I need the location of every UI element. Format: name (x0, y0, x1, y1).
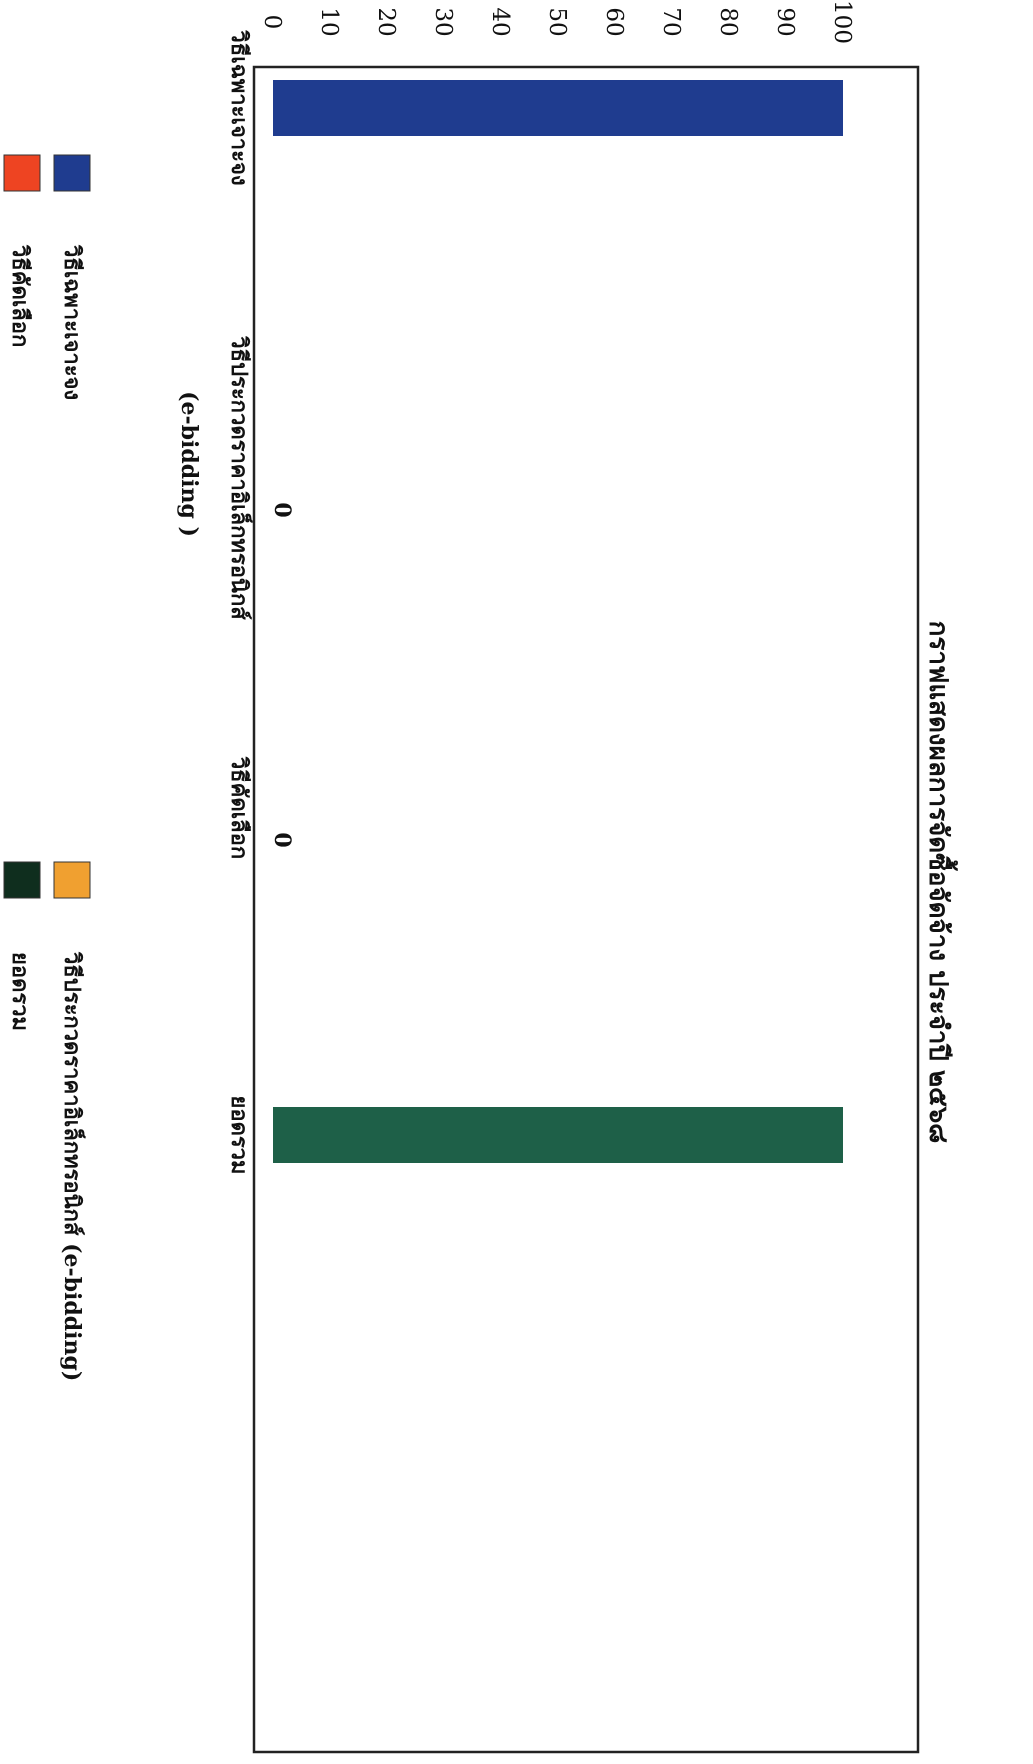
x-category-label: วิธีประกวดราคาอิเล็กทรอนิกส์ (226, 336, 254, 621)
bars (273, 80, 843, 1163)
y-tick-label: 80 (715, 7, 741, 36)
data-label: 0 (269, 832, 295, 847)
plot-frame (252, 65, 920, 1754)
x-category-label: ยอดรวม (226, 1095, 252, 1174)
x-category-sublabel: (e-bidding ) (176, 391, 202, 537)
y-tick-label: 50 (544, 7, 570, 36)
y-tick-label: 10 (316, 7, 342, 36)
legend-label: วิธีคัดเลือก (7, 244, 33, 347)
bar (273, 1107, 843, 1163)
legend: วิธีเฉพาะเจาะจง วิธีคัดเลือกวิธีประกวดราค… (3, 154, 91, 1381)
bar (273, 80, 843, 136)
y-tick-label: 20 (373, 7, 399, 36)
y-tick-label: 0 (259, 15, 285, 30)
y-tick-label: 40 (487, 7, 513, 36)
data-labels: 00 (269, 502, 295, 847)
y-tick-label: 30 (430, 7, 456, 36)
x-category-label: วิธีคัดเลือก (226, 756, 252, 859)
category-labels: วิธีเฉพาะเจาะจงวิธีประกวดราคาอิเล็กทรอนิ… (176, 30, 254, 1175)
legend-label: วิธีประกวดราคาอิเล็กทรอนิกส์ (e-bidding) (59, 951, 87, 1381)
legend-label: วิธีเฉพาะเจาะจง (59, 244, 85, 400)
y-tick-label: 70 (658, 7, 684, 36)
legend-label: ยอดรวม (7, 952, 33, 1031)
y-tick-label: 100 (829, 0, 855, 44)
data-label: 0 (269, 502, 295, 517)
y-tick-label: 60 (601, 7, 627, 36)
y-axis-ticks: 0 10 20 30 40 50 60 70 80 90 100 (259, 0, 855, 44)
legend-swatch (3, 154, 41, 192)
x-category-label: วิธีเฉพาะเจาะจง (226, 30, 252, 186)
legend-swatch (53, 154, 91, 192)
y-tick-label: 90 (772, 7, 798, 36)
legend-swatch (53, 861, 91, 899)
legend-swatch (3, 861, 41, 899)
chart-title: กราฟแสดงผลการจัดซื้อจัดจ้าง ประจำปี ๒๕๖๘ (923, 621, 959, 1144)
